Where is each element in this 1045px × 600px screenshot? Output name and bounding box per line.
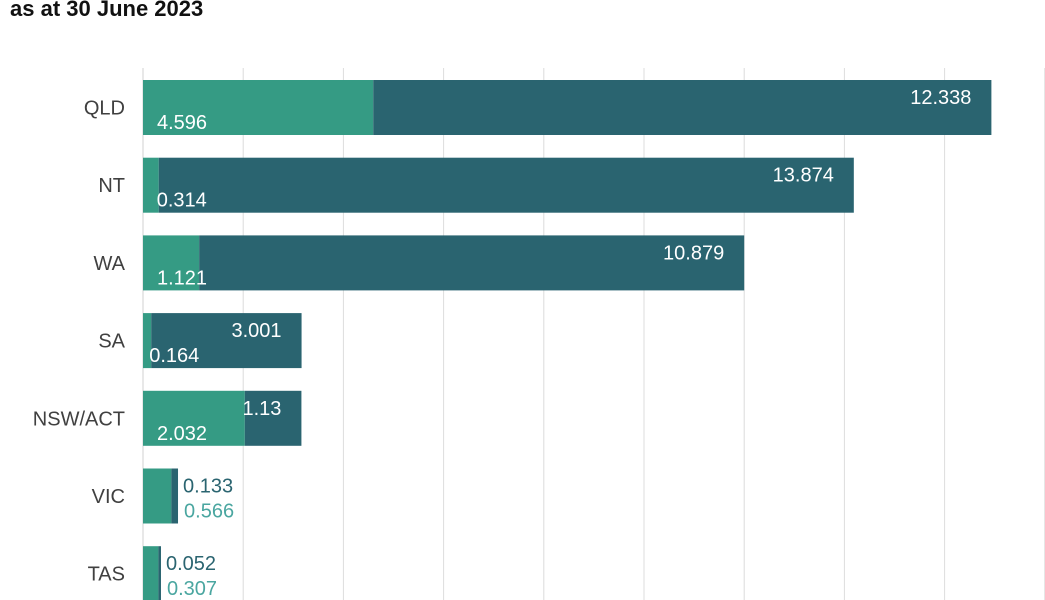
bar-segment-1 — [143, 546, 159, 600]
value-label-series-2: 13.874 — [773, 165, 834, 187]
bar-segment-1 — [143, 80, 374, 135]
value-label-series-1: 0.566 — [184, 501, 234, 523]
bar-segment-2 — [171, 468, 179, 524]
bar-segment-1 — [143, 313, 152, 369]
bar-segment-2 — [158, 157, 854, 213]
bar-segment-1 — [143, 468, 172, 524]
value-labels: 12.338 4.596 13.874 0.314 10.879 1.121 3.001 0.… — [149, 87, 971, 600]
bar-segment-2 — [158, 546, 161, 600]
category-label: TAS — [88, 564, 125, 586]
value-label-series-2: 12.338 — [910, 87, 971, 109]
chart-title: as at 30 June 2023 — [10, 0, 204, 21]
value-label-series-1: 0.307 — [167, 578, 217, 600]
value-label-series-2: 1.13 — [242, 398, 281, 420]
value-label-series-1: 2.032 — [157, 423, 207, 445]
category-label: NSW/ACT — [33, 408, 125, 430]
bar-segment-2 — [244, 390, 302, 446]
value-label-series-2: 3.001 — [232, 320, 282, 342]
value-label-series-2: 10.879 — [663, 242, 724, 264]
value-label-series-2: 0.133 — [183, 476, 233, 498]
bar-segment-2 — [151, 313, 302, 369]
bar-segment-2 — [199, 235, 745, 291]
value-label-series-1: 0.314 — [157, 190, 207, 212]
bar-segment-1 — [143, 390, 245, 446]
category-label: QLD — [84, 98, 125, 120]
category-label: SA — [98, 331, 125, 353]
value-label-series-2: 0.052 — [166, 553, 216, 575]
category-labels: QLD NT WA SA NSW/ACT VIC TAS — [33, 98, 126, 586]
bar-segment-1 — [143, 235, 200, 291]
value-label-series-1: 0.164 — [149, 345, 199, 367]
bar-segment-1 — [143, 157, 159, 213]
value-label-series-1: 4.596 — [157, 112, 207, 134]
category-label: VIC — [92, 486, 125, 508]
bars — [143, 80, 992, 600]
category-label: NT — [98, 175, 125, 197]
bar-segment-2 — [373, 80, 992, 135]
value-label-series-1: 1.121 — [157, 267, 207, 289]
category-label: WA — [94, 253, 126, 275]
